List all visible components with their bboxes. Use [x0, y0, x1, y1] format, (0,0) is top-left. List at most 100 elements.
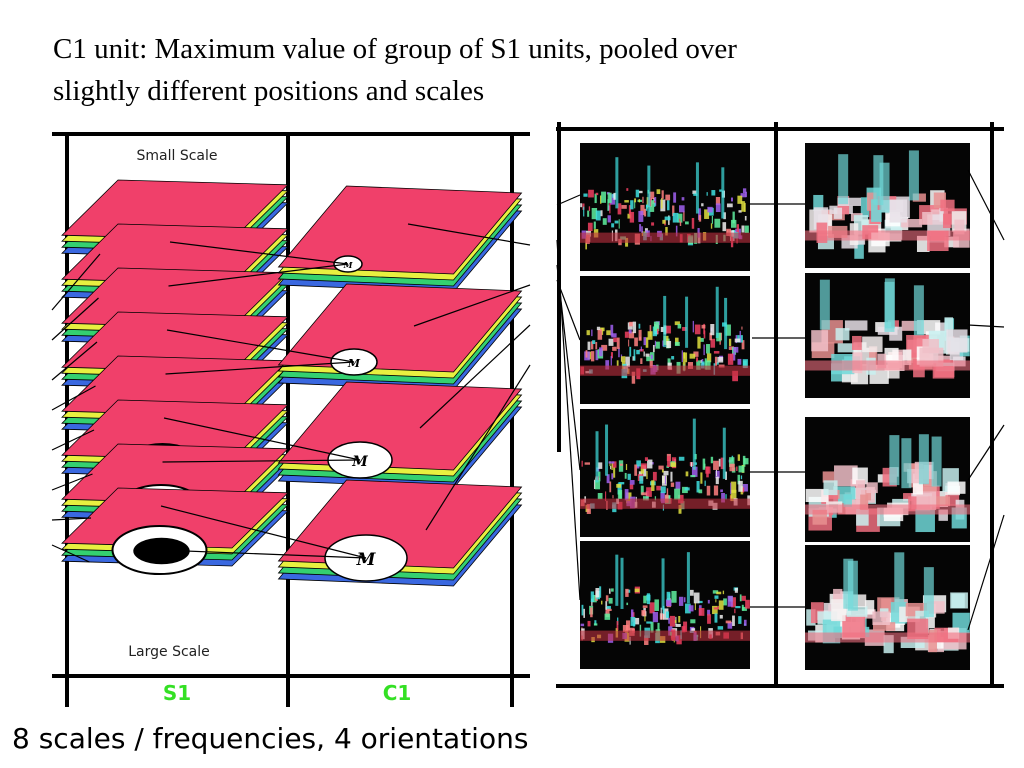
image-feature — [668, 617, 670, 624]
image-feature — [621, 205, 627, 209]
image-feature — [685, 471, 689, 477]
image-feature — [822, 471, 835, 483]
image-feature — [649, 200, 655, 212]
image-feature — [685, 221, 689, 225]
image-feature — [670, 462, 677, 468]
image-feature — [594, 620, 597, 626]
image-feature — [616, 621, 619, 631]
image-feature — [737, 454, 741, 461]
image-feature — [711, 215, 714, 224]
image-feature — [599, 586, 602, 598]
image-feature — [616, 483, 622, 488]
image-feature — [581, 604, 584, 616]
image-feature — [643, 595, 647, 604]
image-feature — [732, 370, 739, 382]
image-feature — [685, 603, 691, 614]
image-feature — [666, 488, 669, 495]
image-feature — [649, 191, 655, 200]
image-feature — [698, 608, 705, 616]
image-feature — [889, 199, 908, 223]
image-feature — [821, 210, 845, 221]
image-feature — [629, 346, 632, 357]
image-feature — [660, 492, 665, 502]
image-feature — [714, 613, 718, 623]
image-feature — [610, 352, 613, 359]
image-structure — [620, 557, 624, 609]
image-feature — [630, 616, 636, 626]
image-feature — [727, 621, 733, 629]
title-line-2: slightly different positions and scales — [53, 75, 485, 107]
image-feature — [719, 614, 723, 619]
image-feature — [646, 487, 652, 497]
image-feature — [641, 463, 647, 469]
image-feature — [950, 592, 968, 609]
image-structure — [884, 278, 895, 329]
image-feature — [610, 324, 614, 336]
image-horizon — [580, 498, 750, 509]
image-feature — [607, 205, 611, 211]
image-feature — [610, 356, 612, 366]
image-feature — [602, 218, 607, 225]
image-feature — [642, 605, 648, 608]
image-feature — [701, 203, 704, 207]
image-feature — [640, 358, 643, 364]
image-feature — [657, 328, 659, 334]
image-feature — [725, 494, 727, 500]
image-feature — [707, 614, 711, 624]
image-feature — [713, 351, 720, 354]
image-feature — [723, 212, 726, 220]
image-feature — [670, 482, 675, 487]
image-feature — [586, 330, 590, 336]
image-feature — [661, 190, 664, 199]
image-feature — [616, 360, 619, 366]
image-feature — [590, 341, 594, 350]
image-feature — [580, 203, 583, 208]
image-feature — [664, 216, 671, 221]
image-feature — [903, 463, 921, 472]
c1-label: C1 — [383, 681, 412, 705]
image-feature — [675, 481, 681, 490]
image-feature — [669, 615, 676, 627]
s1-band-stack — [61, 179, 289, 575]
image-feature — [654, 599, 659, 611]
image-feature — [630, 200, 634, 210]
image-feature — [944, 236, 959, 248]
image-feature — [713, 460, 719, 470]
image-feature — [719, 189, 722, 192]
image-feature — [744, 215, 747, 221]
image-feature — [726, 228, 732, 237]
image-feature — [661, 475, 667, 486]
image-feature — [624, 489, 629, 501]
image-feature — [618, 482, 625, 485]
image-feature — [656, 189, 661, 195]
image-feature — [728, 338, 732, 347]
image-feature — [622, 625, 629, 632]
image-feature — [646, 471, 648, 480]
image-feature — [640, 465, 644, 474]
image-structure — [889, 435, 900, 486]
image-feature — [728, 346, 735, 350]
image-feature — [616, 337, 620, 349]
image-feature — [629, 480, 635, 485]
c1-unit-letter: M — [347, 357, 361, 370]
image-feature — [717, 605, 720, 610]
image-feature — [713, 485, 719, 496]
image-feature — [609, 481, 612, 493]
image-feature — [811, 330, 829, 352]
image-feature — [716, 332, 722, 342]
image-feature — [740, 193, 746, 198]
image-feature — [946, 329, 968, 353]
image-feature — [703, 344, 705, 356]
image-horizon — [580, 630, 750, 641]
image-feature — [831, 599, 846, 622]
c1-unit-letter: M — [351, 454, 368, 470]
image-structure — [721, 167, 725, 219]
image-feature — [635, 189, 640, 198]
input-line — [51, 385, 96, 411]
image-feature — [703, 330, 706, 339]
image-feature — [665, 226, 668, 236]
image-horizon — [805, 360, 970, 371]
image-feature — [947, 481, 966, 494]
image-feature — [601, 344, 608, 351]
image-feature — [675, 225, 678, 237]
